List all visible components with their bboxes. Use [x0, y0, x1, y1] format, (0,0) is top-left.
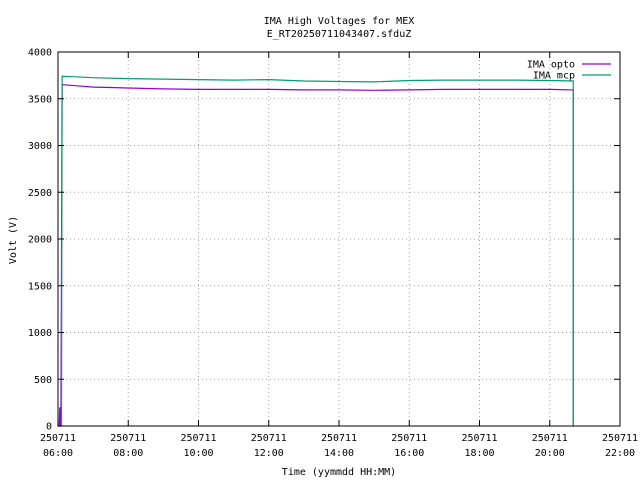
y-tick-label: 0 — [46, 422, 52, 433]
series-line-ima-opto — [58, 84, 574, 427]
x-tick-label-date: 250711 — [180, 433, 216, 444]
x-tick-label-time: 10:00 — [183, 448, 213, 459]
x-axis-label: Time (yymmdd HH:MM) — [282, 467, 396, 478]
y-tick-label: 2000 — [28, 235, 52, 246]
y-axis-label: Volt (V) — [8, 216, 19, 264]
y-tick-label: 1000 — [28, 328, 52, 339]
x-tick-label-time: 16:00 — [394, 448, 424, 459]
x-tick-label-time: 20:00 — [535, 448, 565, 459]
series-layer — [58, 75, 574, 427]
x-tick-label-date: 250711 — [461, 433, 497, 444]
y-tick-label: 3000 — [28, 141, 52, 152]
x-tick-label-time: 14:00 — [324, 448, 354, 459]
y-tick-label: 2500 — [28, 188, 52, 199]
x-tick-label-date: 250711 — [532, 433, 568, 444]
y-tick-label: 3500 — [28, 94, 52, 105]
chart-subtitle: E_RT20250711043407.sfduZ — [267, 29, 412, 40]
x-tick-label-time: 06:00 — [43, 448, 73, 459]
x-tick-label-date: 250711 — [391, 433, 427, 444]
y-tick-label: 500 — [34, 375, 52, 386]
x-tick-label-time: 18:00 — [464, 448, 494, 459]
y-tick-label: 4000 — [28, 48, 52, 59]
y-tick-label: 1500 — [28, 281, 52, 292]
x-tick-label-date: 250711 — [602, 433, 638, 444]
legend-label: IMA mcp — [533, 71, 575, 82]
x-tick-label-time: 12:00 — [254, 448, 284, 459]
series-line-ima-mcp — [58, 75, 574, 427]
x-tick-label-date: 250711 — [251, 433, 287, 444]
x-tick-label-time: 08:00 — [113, 448, 143, 459]
x-tick-label-date: 250711 — [110, 433, 146, 444]
x-tick-label-date: 250711 — [40, 433, 76, 444]
x-tick-label-time: 22:00 — [605, 448, 635, 459]
ticks: 0 500 1000 1500 2000 2500 3000 3500 4000 250711 06… — [28, 48, 638, 460]
grid — [58, 52, 620, 426]
chart-title: IMA High Voltages for MEX — [264, 16, 415, 27]
legend-label: IMA opto — [527, 60, 575, 71]
x-tick-label-date: 250711 — [321, 433, 357, 444]
